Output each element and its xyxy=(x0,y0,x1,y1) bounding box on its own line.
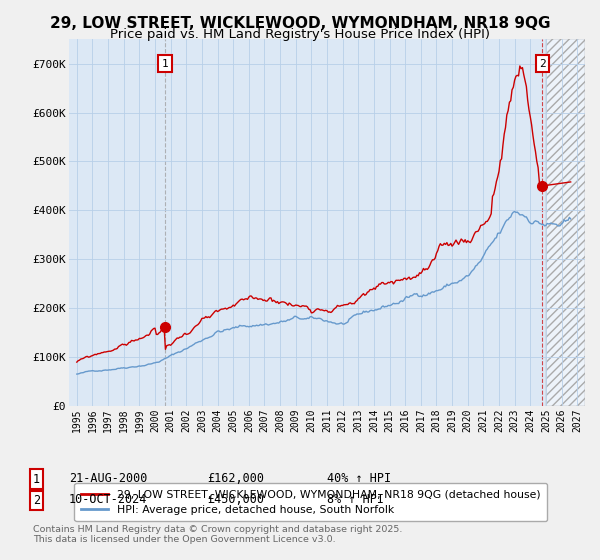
Bar xyxy=(546,39,585,406)
Text: £162,000: £162,000 xyxy=(207,472,264,484)
Text: 21-AUG-2000: 21-AUG-2000 xyxy=(69,472,148,484)
Text: 8% ↑ HPI: 8% ↑ HPI xyxy=(327,493,384,506)
Text: 10-OCT-2024: 10-OCT-2024 xyxy=(69,493,148,506)
Text: 2: 2 xyxy=(33,494,40,507)
Legend: 29, LOW STREET, WICKLEWOOD, WYMONDHAM, NR18 9QG (detached house), HPI: Average p: 29, LOW STREET, WICKLEWOOD, WYMONDHAM, N… xyxy=(74,483,547,521)
Text: 40% ↑ HPI: 40% ↑ HPI xyxy=(327,472,391,484)
Text: 1: 1 xyxy=(33,473,40,486)
Bar xyxy=(546,39,585,406)
Text: Price paid vs. HM Land Registry's House Price Index (HPI): Price paid vs. HM Land Registry's House … xyxy=(110,28,490,41)
Text: 1: 1 xyxy=(161,59,169,69)
Text: 2: 2 xyxy=(539,59,546,69)
Text: Contains HM Land Registry data © Crown copyright and database right 2025.
This d: Contains HM Land Registry data © Crown c… xyxy=(33,525,403,544)
Text: £450,000: £450,000 xyxy=(207,493,264,506)
Text: 29, LOW STREET, WICKLEWOOD, WYMONDHAM, NR18 9QG: 29, LOW STREET, WICKLEWOOD, WYMONDHAM, N… xyxy=(50,16,550,31)
